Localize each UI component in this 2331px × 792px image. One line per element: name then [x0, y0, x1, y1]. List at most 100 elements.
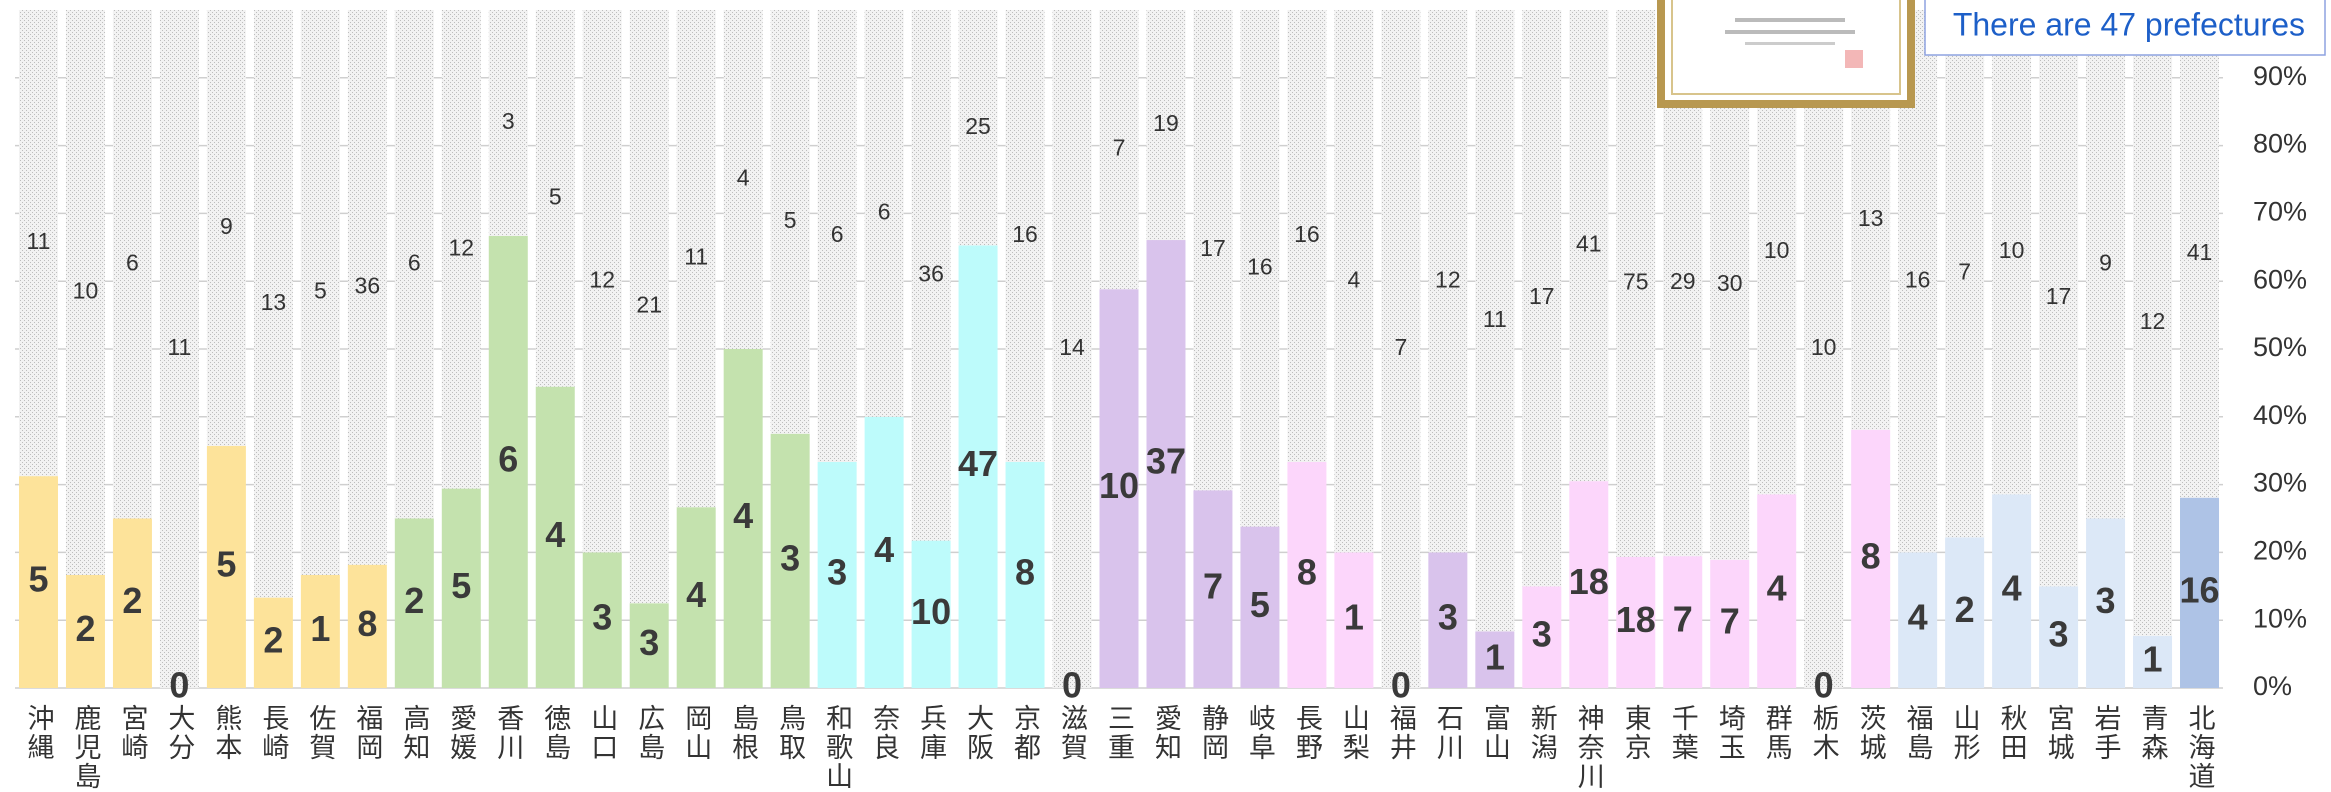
annotation-box: [1924, 0, 2326, 56]
remainder-label: 17: [1529, 283, 1555, 309]
bar-segment: [1616, 556, 1656, 688]
bar-segment: [1475, 10, 1515, 632]
x-tick-label: 宮崎: [117, 704, 147, 762]
bar-segment: [206, 445, 246, 688]
remainder-label: 21: [636, 292, 662, 318]
x-tick-label: 新潟: [1527, 704, 1557, 762]
y-tick-label: 80%: [2253, 129, 2307, 159]
value-label: 3: [592, 597, 612, 638]
remainder-label: 41: [2187, 239, 2213, 265]
remainder-label: 7: [1394, 334, 1407, 360]
bar-segment: [1240, 526, 1280, 688]
bar-segment: [1522, 10, 1562, 587]
bar-segment: [1569, 10, 1609, 482]
x-tick-label: 沖縄: [23, 704, 54, 762]
bar-segment: [488, 236, 528, 688]
x-tick-label: 富山: [1480, 704, 1510, 762]
bar-segment: [1099, 289, 1139, 688]
bar-segment: [723, 349, 763, 688]
remainder-label: 16: [1247, 253, 1273, 279]
bar-segment: [1240, 10, 1280, 527]
remainder-label: 12: [1435, 266, 1461, 292]
bar-segment: [1005, 462, 1045, 688]
x-tick-label: 和歌山: [822, 704, 853, 791]
bar-segment: [535, 386, 575, 688]
remainder-label: 29: [1670, 268, 1696, 294]
x-tick-label: 東京: [1621, 704, 1651, 762]
bar-segment: [1146, 10, 1186, 241]
bar-segment: [1146, 240, 1186, 689]
x-tick-label: 岩手: [2091, 704, 2122, 762]
remainder-label: 6: [126, 249, 139, 275]
y-tick-label: 90%: [2253, 61, 2307, 91]
x-tick-label: 三重: [1104, 704, 1134, 762]
remainder-label: 11: [27, 228, 51, 254]
remainder-label: 11: [1483, 306, 1507, 332]
value-label: 3: [1438, 597, 1458, 638]
bar-segment: [1052, 10, 1092, 688]
remainder-label: 6: [831, 221, 844, 247]
x-tick-label: 愛媛: [446, 704, 477, 762]
bar-segment: [159, 10, 199, 688]
bar-segment: [1851, 429, 1891, 688]
bar-segment: [911, 10, 951, 541]
remainder-label: 10: [1999, 237, 2025, 263]
value-label: 0: [1814, 665, 1834, 706]
bars: [18, 10, 2220, 689]
bar-segment: [2180, 497, 2220, 688]
remainder-label: 17: [2046, 283, 2072, 309]
value-label: 3: [2049, 614, 2069, 655]
value-label: 10: [911, 591, 951, 632]
remainder-label: 30: [1717, 270, 1743, 296]
bar-segment: [253, 10, 293, 598]
x-tick-label: 長崎: [258, 704, 288, 762]
value-label: 0: [1062, 665, 1082, 706]
bar-segment: [1334, 10, 1374, 553]
x-tick-label: 宮城: [2044, 704, 2074, 762]
bar-segment: [817, 10, 857, 462]
x-tick-label: 福島: [1903, 704, 1934, 762]
x-tick-label: 香川: [493, 704, 524, 762]
x-tick-label: 鳥取: [775, 704, 805, 762]
bar-segment: [112, 10, 152, 519]
value-label: 4: [1908, 597, 1928, 638]
annotation: There are 47 prefectures: [1953, 6, 2305, 42]
value-label: 18: [1569, 561, 1609, 602]
remainder-label: 4: [737, 165, 750, 191]
remainder-label: 14: [1059, 334, 1085, 360]
remainder-label: 13: [261, 289, 287, 315]
x-tick-label: 静岡: [1198, 704, 1228, 762]
bar-segment: [1005, 10, 1045, 462]
x-tick-label: 石川: [1433, 704, 1464, 762]
x-tick-label: 栃木: [1809, 704, 1840, 762]
x-tick-label: 高知: [399, 704, 430, 762]
value-label: 3: [2096, 580, 2116, 621]
remainder-label: 16: [1294, 221, 1320, 247]
x-tick-label: 奈良: [869, 704, 900, 762]
y-tick-label: 10%: [2253, 603, 2307, 633]
labels: 0%10%20%30%40%50%60%70%80%90%511沖縄210鹿児島…: [23, 61, 2307, 791]
value-label: 1: [2143, 638, 2163, 679]
x-tick-label: 北海道: [2185, 704, 2216, 791]
x-tick-label: 大阪: [963, 704, 993, 762]
bar-segment: [300, 10, 340, 575]
bar-segment: [441, 10, 481, 489]
value-label: 2: [1955, 589, 1975, 630]
x-tick-label: 鹿児島: [70, 704, 101, 791]
remainder-label: 16: [1905, 266, 1931, 292]
bar-segment: [1193, 490, 1233, 688]
bar-segment: [347, 10, 387, 565]
value-label: 4: [686, 574, 706, 615]
value-label: 2: [122, 580, 142, 621]
bar-segment: [723, 10, 763, 349]
value-label: 7: [1673, 599, 1693, 640]
x-tick-label: 千葉: [1668, 704, 1699, 762]
value-label: 0: [1391, 665, 1411, 706]
bar-segment: [1522, 586, 1562, 688]
bar-segment: [1428, 552, 1468, 688]
y-tick-label: 30%: [2253, 468, 2307, 498]
bar-segment: [817, 462, 857, 688]
bar-segment: [347, 564, 387, 688]
bar-segment: [2086, 518, 2126, 688]
remainder-label: 6: [408, 249, 421, 275]
